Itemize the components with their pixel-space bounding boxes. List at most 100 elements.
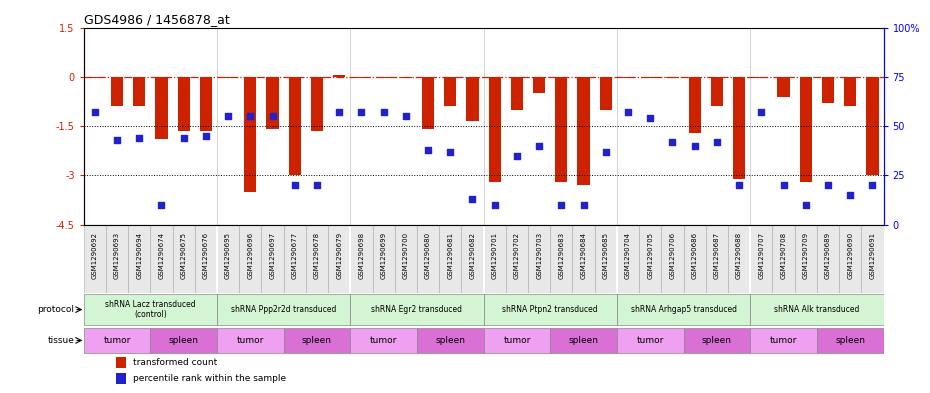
- Bar: [155, 77, 167, 140]
- Bar: [222, 77, 234, 79]
- Point: [820, 182, 835, 189]
- Point: [620, 109, 635, 116]
- Text: GSM1290676: GSM1290676: [203, 231, 209, 279]
- Bar: [484, 225, 506, 293]
- Bar: [394, 225, 417, 293]
- Bar: [573, 225, 594, 293]
- Bar: [484, 294, 617, 325]
- Bar: [106, 225, 128, 293]
- Point: [110, 137, 125, 143]
- Text: GSM1290681: GSM1290681: [447, 231, 453, 279]
- Text: GSM1290693: GSM1290693: [114, 231, 120, 279]
- Bar: [511, 77, 523, 110]
- Bar: [728, 225, 751, 293]
- Point: [154, 202, 169, 208]
- Text: tissue: tissue: [47, 336, 74, 345]
- Text: GSM1290704: GSM1290704: [625, 231, 631, 279]
- Text: spleen: spleen: [568, 336, 599, 345]
- Bar: [528, 225, 551, 293]
- Bar: [217, 328, 284, 353]
- Bar: [466, 77, 479, 121]
- Point: [243, 113, 258, 119]
- Point: [554, 202, 569, 208]
- Bar: [755, 77, 767, 79]
- Text: GSM1290696: GSM1290696: [247, 231, 253, 279]
- Bar: [311, 77, 323, 131]
- Point: [865, 182, 880, 189]
- Point: [710, 139, 724, 145]
- Text: GSM1290692: GSM1290692: [92, 231, 98, 279]
- Point: [220, 113, 235, 119]
- Text: GSM1290706: GSM1290706: [670, 231, 675, 279]
- Text: tumor: tumor: [770, 336, 797, 345]
- Text: tumor: tumor: [103, 336, 131, 345]
- Text: GSM1290702: GSM1290702: [514, 231, 520, 279]
- Bar: [844, 77, 857, 107]
- Text: GSM1290674: GSM1290674: [158, 231, 165, 279]
- Bar: [600, 77, 612, 110]
- Bar: [266, 77, 279, 129]
- Text: GSM1290700: GSM1290700: [403, 231, 409, 279]
- Bar: [261, 225, 284, 293]
- Text: shRNA Ptpn2 transduced: shRNA Ptpn2 transduced: [502, 305, 598, 314]
- Point: [443, 149, 458, 155]
- Text: GSM1290697: GSM1290697: [270, 231, 275, 279]
- Bar: [217, 294, 351, 325]
- Bar: [84, 294, 217, 325]
- Bar: [617, 225, 639, 293]
- Point: [420, 147, 435, 153]
- Text: GSM1290689: GSM1290689: [825, 231, 831, 279]
- Bar: [506, 225, 528, 293]
- Bar: [488, 77, 501, 182]
- Text: spleen: spleen: [435, 336, 465, 345]
- Bar: [151, 225, 173, 293]
- Text: GSM1290708: GSM1290708: [780, 231, 787, 279]
- Text: GDS4986 / 1456878_at: GDS4986 / 1456878_at: [84, 13, 230, 26]
- Bar: [400, 77, 412, 79]
- Bar: [706, 225, 728, 293]
- Bar: [617, 294, 751, 325]
- Bar: [711, 77, 723, 107]
- Text: GSM1290690: GSM1290690: [847, 231, 853, 279]
- Point: [687, 143, 702, 149]
- Bar: [194, 225, 217, 293]
- Point: [576, 202, 591, 208]
- Text: protocol: protocol: [37, 305, 74, 314]
- Text: GSM1290678: GSM1290678: [314, 231, 320, 279]
- Text: GSM1290694: GSM1290694: [136, 231, 142, 279]
- Point: [87, 109, 102, 116]
- Bar: [151, 328, 217, 353]
- Point: [376, 109, 391, 116]
- Bar: [751, 328, 817, 353]
- Text: GSM1290698: GSM1290698: [358, 231, 365, 279]
- Bar: [128, 225, 151, 293]
- Text: GSM1290709: GSM1290709: [803, 231, 809, 279]
- Bar: [555, 77, 567, 182]
- Text: GSM1290687: GSM1290687: [714, 231, 720, 279]
- Point: [598, 149, 613, 155]
- Point: [310, 182, 325, 189]
- Point: [798, 202, 813, 208]
- Point: [510, 152, 525, 159]
- Point: [354, 109, 369, 116]
- Text: tumor: tumor: [236, 336, 264, 345]
- Text: GSM1290684: GSM1290684: [580, 231, 587, 279]
- Point: [532, 143, 547, 149]
- Text: GSM1290686: GSM1290686: [692, 231, 698, 279]
- Text: GSM1290685: GSM1290685: [603, 231, 609, 279]
- Text: shRNA Lacz transduced
(control): shRNA Lacz transduced (control): [105, 300, 195, 319]
- Bar: [445, 77, 457, 107]
- Bar: [373, 225, 394, 293]
- Text: GSM1290691: GSM1290691: [870, 231, 875, 279]
- Point: [398, 113, 413, 119]
- Bar: [866, 77, 879, 176]
- Bar: [115, 373, 126, 384]
- Bar: [84, 328, 151, 353]
- Point: [843, 192, 857, 198]
- Text: tumor: tumor: [636, 336, 664, 345]
- Text: spleen: spleen: [168, 336, 199, 345]
- Bar: [817, 225, 839, 293]
- Bar: [822, 77, 834, 103]
- Bar: [817, 328, 883, 353]
- Bar: [533, 77, 545, 93]
